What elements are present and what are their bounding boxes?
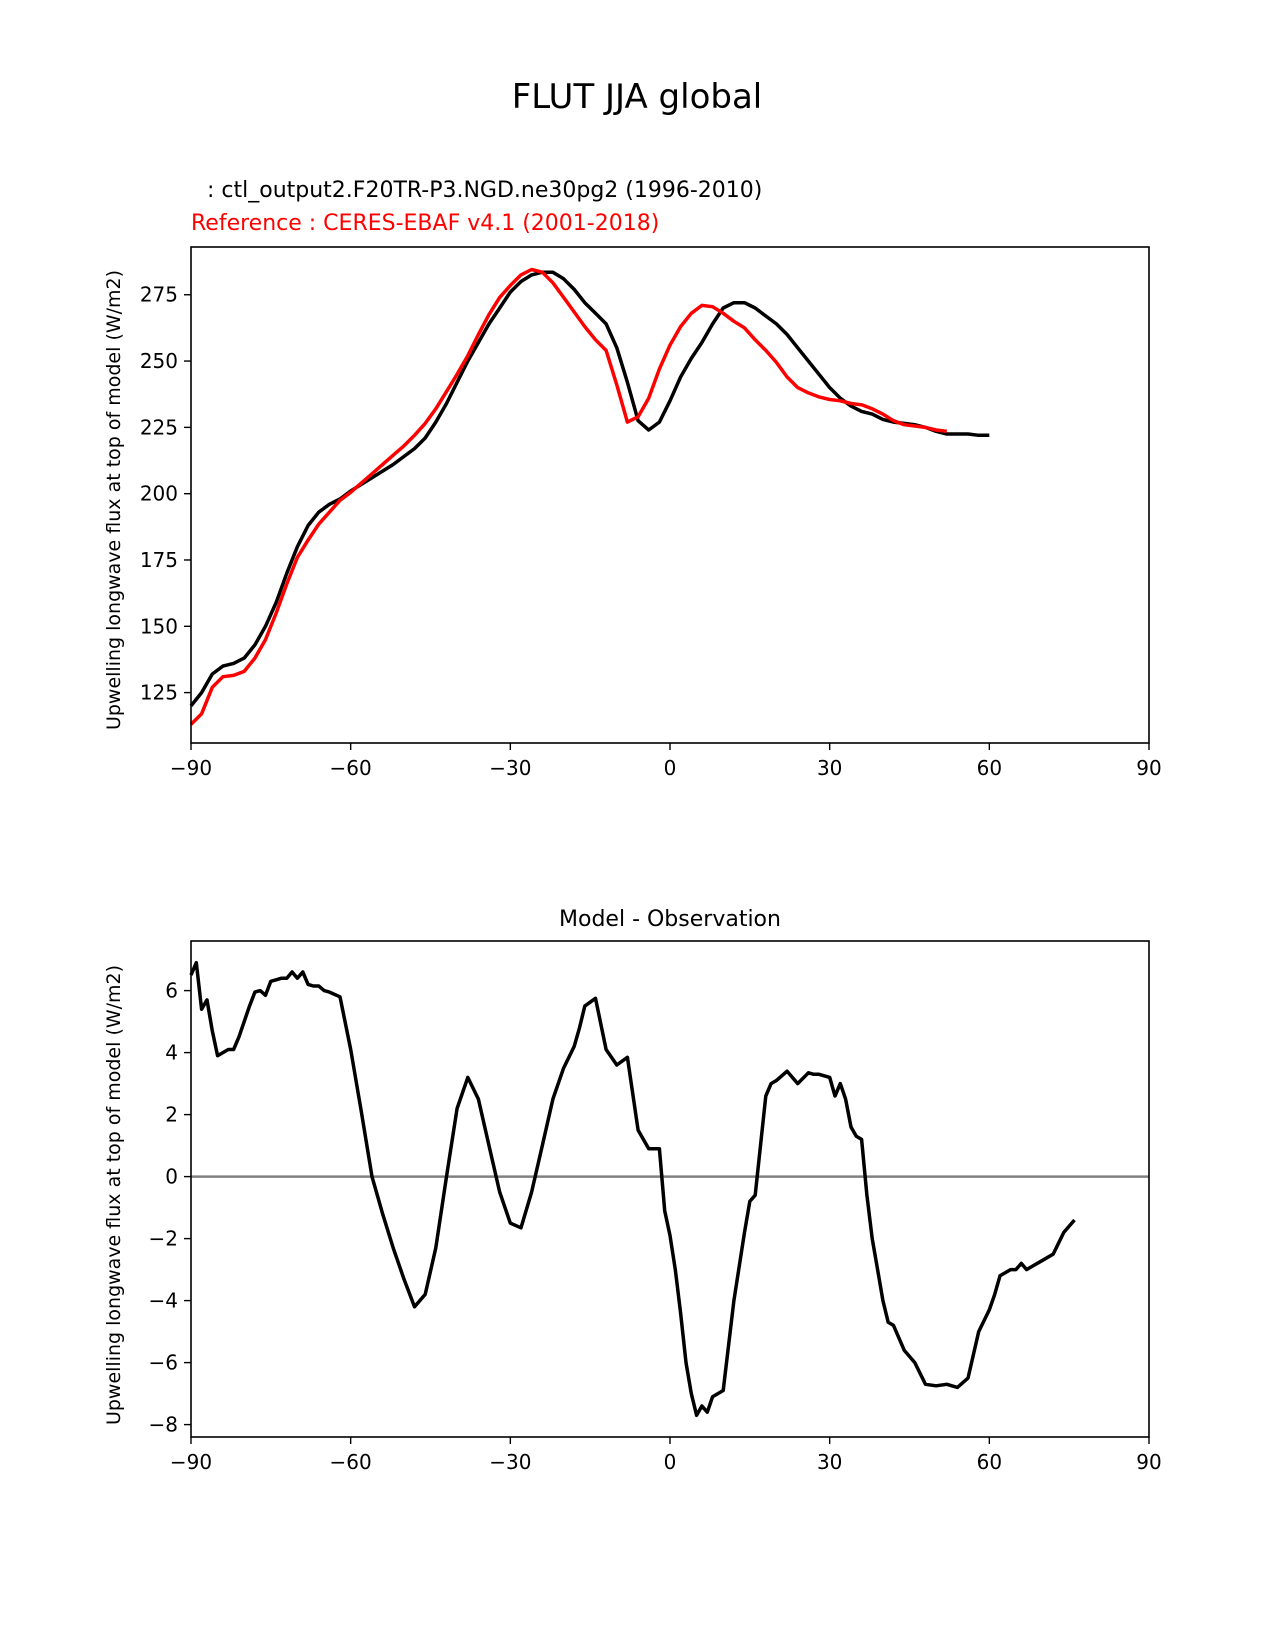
top-y-tick-label: 275	[140, 283, 178, 307]
bottom-x-tick-label: 30	[817, 1450, 842, 1474]
bottom-y-tick-label: 6	[165, 979, 178, 1003]
reference-label: Reference : CERES-EBAF v4.1 (2001-2018)	[191, 211, 659, 236]
bottom-x-tick-label: −30	[489, 1450, 531, 1474]
top-y-tick-label: 250	[140, 349, 178, 373]
figure-title: FLUT JJA global	[512, 77, 762, 117]
top-x-tick-label: 60	[977, 756, 1002, 780]
bottom-x-tick-label: 0	[664, 1450, 677, 1474]
bottom-y-tick-label: 2	[165, 1103, 178, 1127]
bottom-x-tick-label: 90	[1136, 1450, 1161, 1474]
bottom-y-tick-label: −2	[149, 1227, 178, 1251]
top-y-tick-label: 200	[140, 482, 178, 506]
bottom-y-tick-label: −6	[149, 1351, 178, 1375]
top-x-tick-label: −90	[170, 756, 212, 780]
bottom-y-axis-label: Upwelling longwave flux at top of model …	[103, 965, 125, 1425]
bottom-y-tick-label: 4	[165, 1041, 178, 1065]
bottom-x-tick-label: −90	[170, 1450, 212, 1474]
top-series-model	[189, 270, 990, 707]
bottom-plot-frame	[190, 940, 1150, 1438]
top-x-tick-label: −30	[489, 756, 531, 780]
bottom-y-tick-label: −8	[149, 1413, 178, 1437]
top-y-tick-label: 175	[140, 548, 178, 572]
test-label: : ctl_output2.F20TR-P3.NGD.ne30pg2 (1996…	[207, 178, 762, 203]
top-x-tick-label: −60	[330, 756, 372, 780]
bottom-y-tick-label: −4	[149, 1289, 178, 1313]
top-plot-frame	[190, 246, 1150, 744]
top-y-tick-label: 125	[140, 681, 178, 705]
bottom-panel: Model - Observation Upwelling longwave f…	[103, 907, 1162, 1474]
bottom-plot-area: −90 −60 −30 0 30 60 90 −8 −6 −4 −2 0 2 4 6	[149, 940, 1162, 1474]
bottom-y-tick-label: 0	[165, 1165, 178, 1189]
top-x-tick-label: 0	[664, 756, 677, 780]
top-y-axis-label: Upwelling longwave flux at top of model …	[103, 270, 125, 730]
top-x-tick-label: 30	[817, 756, 842, 780]
top-plot-area: −90 −60 −30 0 30 60 90 125 150 175 200 225 250 275	[140, 246, 1162, 780]
bottom-series-model-observation	[189, 960, 1076, 1418]
bottom-x-tick-label: −60	[330, 1450, 372, 1474]
top-x-tick-label: 90	[1136, 756, 1161, 780]
top-y-tick-label: 150	[140, 614, 178, 638]
top-panel: : ctl_output2.F20TR-P3.NGD.ne30pg2 (1996…	[103, 178, 1162, 780]
top-y-tick-label: 225	[140, 415, 178, 439]
top-series-observation	[189, 267, 948, 726]
bottom-panel-title: Model - Observation	[559, 907, 781, 932]
bottom-x-tick-label: 60	[977, 1450, 1002, 1474]
